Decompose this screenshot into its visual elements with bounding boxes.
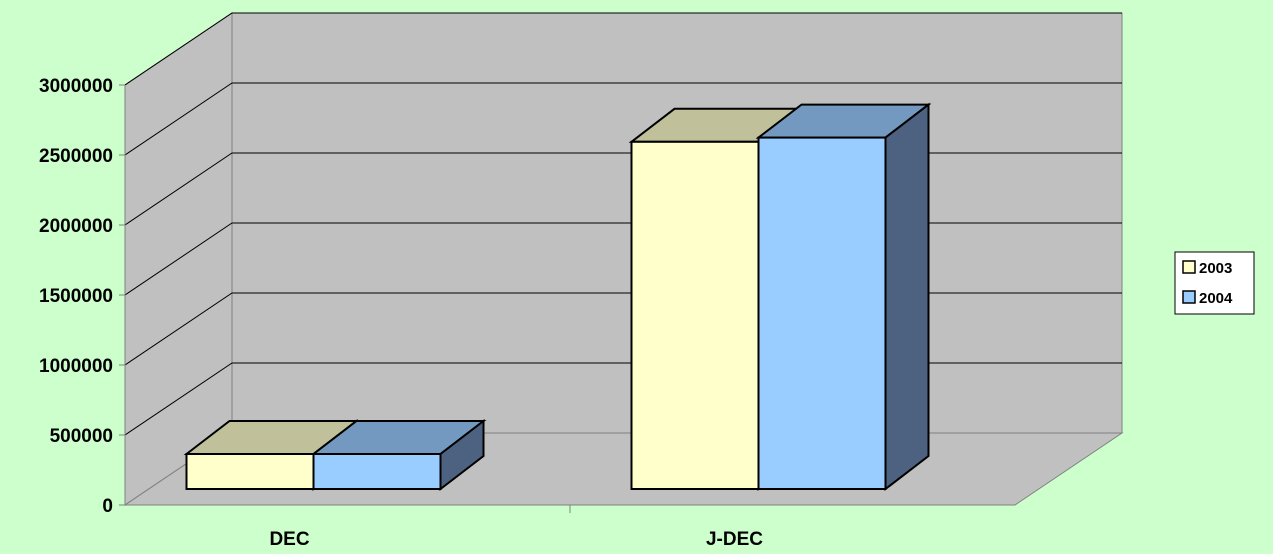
gridline bbox=[124, 82, 1122, 156]
bar-DEC-2004 bbox=[310, 418, 487, 492]
y-tick-labels: 0 500000 1000000 1500000 2000000 2500000 30000… bbox=[39, 76, 113, 517]
x-category-label: J-DEC bbox=[706, 529, 763, 550]
y-tick-label: 500000 bbox=[50, 426, 113, 447]
gridline bbox=[124, 12, 1122, 86]
y-tick-label: 2500000 bbox=[39, 146, 113, 167]
bars bbox=[183, 102, 932, 492]
axes bbox=[119, 84, 1015, 513]
bar-front bbox=[312, 453, 442, 490]
legend-swatch-2003 bbox=[1182, 260, 1196, 274]
bar-side bbox=[884, 102, 930, 492]
x-category-label: DEC bbox=[269, 529, 309, 550]
y-tick-label: 1500000 bbox=[39, 286, 113, 307]
y-tick-label: 1000000 bbox=[39, 356, 113, 377]
legend: 2003 2004 bbox=[1174, 251, 1255, 315]
x-category-labels: DEC J-DEC bbox=[269, 529, 763, 550]
bar-front bbox=[757, 136, 887, 490]
y-tick-label: 2000000 bbox=[39, 216, 113, 237]
legend-swatch-2004 bbox=[1182, 290, 1196, 304]
bar-front bbox=[630, 140, 760, 491]
legend-label-2004: 2004 bbox=[1199, 290, 1233, 307]
bar-front bbox=[185, 453, 315, 490]
bar-J-DEC-2004 bbox=[755, 102, 932, 492]
legend-label-2003: 2003 bbox=[1199, 260, 1232, 277]
y-tick-label: 0 bbox=[102, 496, 113, 517]
y-tick-label: 3000000 bbox=[39, 76, 113, 97]
